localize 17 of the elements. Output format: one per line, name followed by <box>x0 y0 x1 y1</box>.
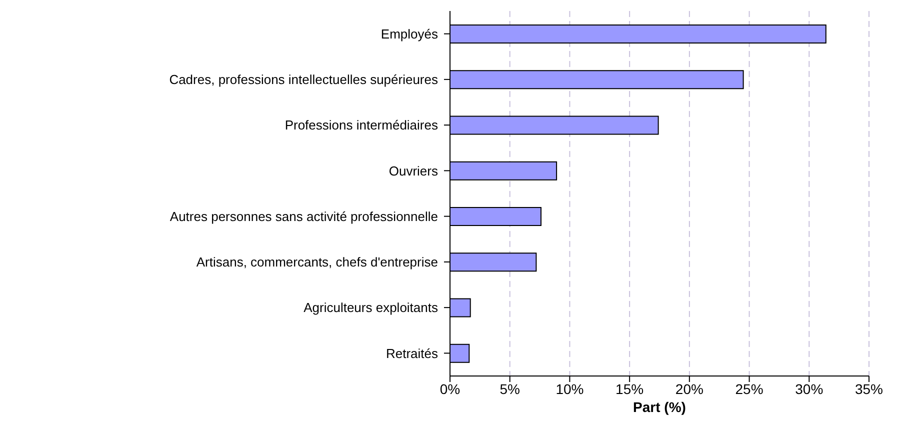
y-tick-label: Retraités <box>386 346 438 361</box>
y-tick-label: Professions intermédiaires <box>284 118 438 133</box>
y-tick-label: Artisans, commercants, chefs d'entreprise <box>196 254 438 270</box>
y-tick-label: Cadres, professions intellectuelles supérieures <box>169 72 438 88</box>
y-tick-label: Employés <box>380 26 438 42</box>
x-tick-label: 15% <box>616 380 644 397</box>
x-tick-label: 30% <box>795 380 824 397</box>
x-tick-label: 10% <box>556 380 584 397</box>
y-tick-label: Autres personnes sans activité professionnelle <box>170 208 438 224</box>
x-tick-label: 25% <box>735 380 764 397</box>
x-axis-title: Part (%) <box>633 399 686 415</box>
x-tick-label: 20% <box>675 380 704 397</box>
x-tick-label: 0% <box>440 380 460 397</box>
x-tick-label: 5% <box>500 380 520 397</box>
y-tick-label: Ouvriers <box>388 163 438 178</box>
x-tick-label: 35% <box>854 380 884 397</box>
y-tick-label: Agriculteurs exploitants <box>304 300 438 316</box>
